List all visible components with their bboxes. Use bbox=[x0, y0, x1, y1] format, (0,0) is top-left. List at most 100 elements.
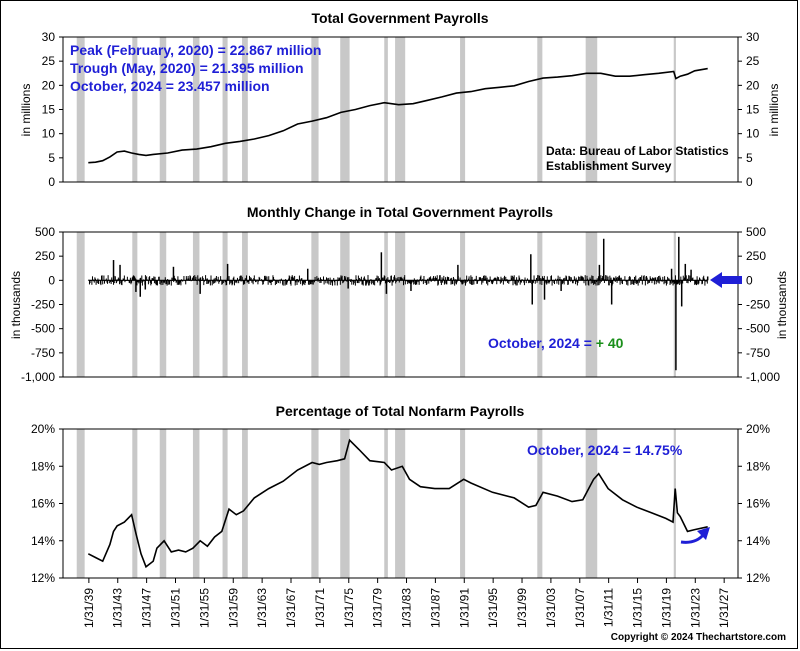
x-tick-label: 1/31/11 bbox=[602, 588, 616, 627]
x-tick-label: 1/31/63 bbox=[255, 588, 269, 628]
x-tick-label: 1/31/59 bbox=[226, 588, 240, 628]
panel2-ylabel-right: in thousands bbox=[775, 271, 789, 339]
blue-arrow-curve-icon bbox=[680, 527, 710, 544]
panel2-ylabel-left: in thousands bbox=[9, 271, 23, 339]
recession-band bbox=[340, 429, 350, 578]
recession-band bbox=[395, 37, 406, 182]
x-tick-label: 1/31/23 bbox=[688, 588, 702, 628]
y-tick-label-right: -750 bbox=[746, 346, 770, 360]
panel3-recessions bbox=[76, 429, 676, 578]
x-tick-label: 1/31/27 bbox=[717, 588, 731, 628]
x-tick-label: 1/31/67 bbox=[284, 588, 298, 628]
blue-arrow-left-icon bbox=[710, 272, 742, 288]
recession-band bbox=[242, 429, 248, 578]
y-tick-label-left: 20% bbox=[31, 422, 55, 436]
recession-band bbox=[673, 37, 676, 182]
copyright-text: Copyright © 2024 Thechartstore.com bbox=[611, 632, 786, 643]
y-tick-label-left: -750 bbox=[31, 346, 55, 360]
panel1-recessions bbox=[76, 37, 676, 182]
recession-band bbox=[460, 37, 466, 182]
recession-band bbox=[585, 37, 598, 182]
recession-band bbox=[384, 429, 388, 578]
latest-annotation: October, 2024 = 23.457 million bbox=[70, 78, 270, 94]
x-tick-label: 1/31/55 bbox=[197, 588, 211, 628]
y-tick-label-left: 0 bbox=[48, 175, 55, 189]
recession-band bbox=[311, 429, 319, 578]
y-tick-label-right: 20% bbox=[746, 422, 770, 436]
x-tick-label: 1/31/71 bbox=[313, 588, 327, 628]
recession-band bbox=[311, 37, 319, 182]
recession-band bbox=[585, 429, 598, 578]
peak-annotation: Peak (February, 2020) = 22.867 million bbox=[70, 42, 321, 58]
y-tick-label-right: 500 bbox=[746, 225, 766, 239]
y-tick-label-left: -250 bbox=[31, 298, 55, 312]
x-tick-label: 1/31/79 bbox=[371, 588, 385, 628]
series-line-government-payrolls bbox=[88, 67, 708, 164]
trough-annotation: Trough (May, 2020) = 21.395 million bbox=[70, 60, 304, 76]
recession-band bbox=[192, 429, 200, 578]
y-tick-label-right: 0 bbox=[746, 175, 753, 189]
panel3-title: Percentage of Total Nonfarm Payrolls bbox=[276, 403, 525, 419]
y-tick-label-right: -1,000 bbox=[746, 370, 780, 384]
recession-band bbox=[384, 37, 388, 182]
panel1-plot: 0 0 5 5 10 10 15 15 20 20 25 25 30 30 in millions in … bbox=[19, 30, 781, 189]
series-line-percent-nonfarm bbox=[87, 438, 708, 569]
y-tick-label-left: 12% bbox=[31, 571, 55, 585]
source-line-1: Data: Bureau of Labor Statistics bbox=[546, 144, 729, 158]
recession-band bbox=[222, 232, 228, 377]
x-axis-labels: 1/31/39 1/31/43 1/31/47 1/31/51 1/31/55 1/31/… bbox=[82, 578, 731, 628]
x-tick-label: 1/31/99 bbox=[515, 588, 529, 628]
recession-band bbox=[159, 429, 167, 578]
y-tick-label-left: 30 bbox=[42, 30, 56, 44]
recession-band bbox=[132, 429, 138, 578]
y-tick-label-right: 20 bbox=[746, 78, 760, 92]
recession-band bbox=[159, 37, 167, 182]
monthly-change-value: + 40 bbox=[596, 335, 624, 351]
recession-band bbox=[340, 232, 350, 377]
y-tick-label-left: 10 bbox=[42, 127, 56, 141]
y-tick-label-right: 5 bbox=[746, 151, 753, 165]
panel2-recessions bbox=[76, 232, 676, 377]
x-tick-label: 1/31/43 bbox=[111, 588, 125, 628]
recession-band bbox=[76, 37, 85, 182]
x-tick-label: 1/31/95 bbox=[486, 588, 500, 628]
monthly-change-annotation: October, 2024 = + 40 bbox=[488, 335, 624, 351]
x-tick-label: 1/31/15 bbox=[631, 588, 645, 628]
x-tick-label: 1/31/83 bbox=[400, 588, 414, 628]
y-tick-label-right: 12% bbox=[746, 571, 770, 585]
y-tick-label-right: 16% bbox=[746, 497, 770, 511]
y-tick-label-left: 18% bbox=[31, 459, 55, 473]
recession-band bbox=[311, 232, 319, 377]
y-tick-label-left: 16% bbox=[31, 497, 55, 511]
panel1-ylabel-right: in millions bbox=[767, 84, 781, 137]
y-tick-label-left: -500 bbox=[31, 322, 55, 336]
recession-band bbox=[132, 37, 138, 182]
x-tick-label: 1/31/75 bbox=[342, 588, 356, 628]
y-tick-label-left: -1,000 bbox=[21, 370, 55, 384]
y-tick-label-right: 0 bbox=[746, 273, 753, 287]
y-tick-label-left: 0 bbox=[48, 273, 55, 287]
source-line-2: Establishment Survey bbox=[546, 159, 672, 173]
recession-band bbox=[192, 232, 200, 377]
y-tick-label-right: 10 bbox=[746, 127, 760, 141]
y-tick-label-left: 15 bbox=[42, 103, 56, 117]
panel2-ticks: 500 500 250 250 0 0 -250 -250 -500 -500 -750 -750 -1… bbox=[21, 225, 780, 384]
recession-band bbox=[537, 37, 543, 182]
recession-band bbox=[537, 429, 543, 578]
y-tick-label-right: 18% bbox=[746, 459, 770, 473]
y-tick-label-right: 30 bbox=[746, 30, 760, 44]
percent-annotation: October, 2024 = 14.75% bbox=[527, 442, 683, 458]
recession-band bbox=[395, 232, 406, 377]
recession-band bbox=[340, 37, 350, 182]
x-tick-label: 1/31/07 bbox=[573, 588, 587, 628]
recession-band bbox=[132, 232, 138, 377]
y-tick-label-left: 20 bbox=[42, 78, 56, 92]
y-tick-label-right: 14% bbox=[746, 534, 770, 548]
panel3-ticks: 20% 20% 18% 18% 16% 16% 14% 14% 12% 12% bbox=[31, 422, 770, 585]
recession-band bbox=[384, 232, 388, 377]
panel1-title: Total Government Payrolls bbox=[311, 10, 488, 26]
recession-band bbox=[76, 232, 85, 377]
recession-band bbox=[537, 232, 543, 377]
